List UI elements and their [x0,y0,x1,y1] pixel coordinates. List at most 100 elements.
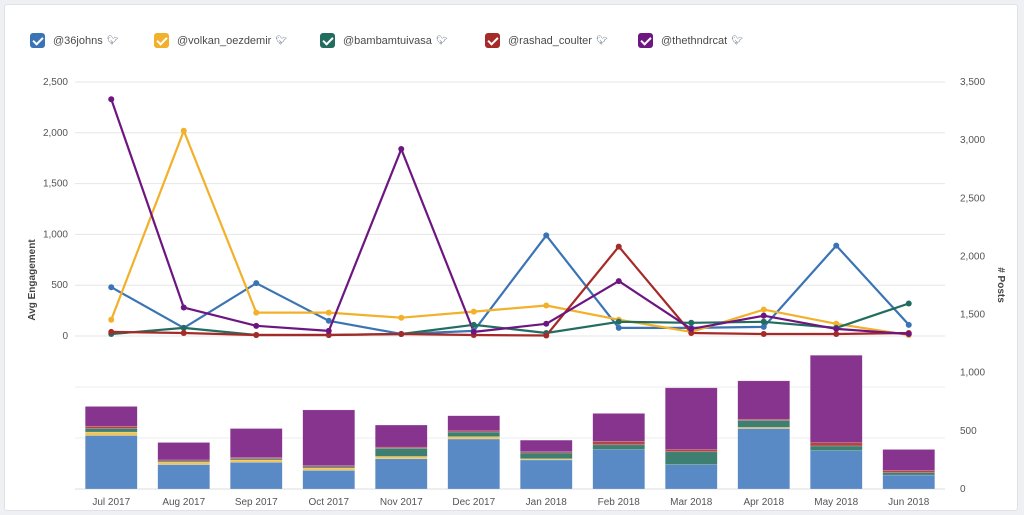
data-point [760,318,767,325]
y-tick-label: 1,500 [43,179,68,190]
legend-label: @rashad_coulter [508,34,592,47]
bar-segment [737,380,790,420]
data-point [543,332,550,339]
x-tick-label: May 2018 [814,497,858,508]
bar-segment [230,462,283,490]
data-point [325,317,332,324]
bar-segment [157,464,210,490]
series-line [110,98,909,336]
series-line [110,129,909,337]
y2-tick-label: 3,500 [960,77,985,88]
twitter-bird-icon: 🐦︎ [106,35,119,45]
data-point [543,320,550,327]
bar-segment [230,458,283,461]
x-tick-label: Nov 2017 [380,497,423,508]
bar-segment [157,442,210,461]
checkbox-icon[interactable] [154,33,169,48]
bar-segment [810,442,863,447]
data-point [543,232,550,239]
data-point [615,243,622,250]
bar-segment [665,451,718,465]
data-point [108,316,115,323]
bar-segment [665,387,718,450]
series-line [111,245,909,337]
y2-tick-label: 3,000 [960,135,985,146]
x-tick-label: Jul 2017 [92,497,130,508]
bar-segment [375,456,428,460]
legend-item[interactable]: @rashad_coulter 🐦︎ [485,33,607,48]
data-point [180,324,187,331]
legend-item[interactable]: @bambamtuivasa 🐦︎ [320,33,447,48]
bar-segment [882,449,935,471]
bar-segment [302,467,355,471]
bar-segment [882,474,935,490]
y2-tick-label: 500 [960,426,977,437]
data-point [398,146,405,153]
bar-segment [447,415,500,432]
bar-segment [375,458,428,490]
bar-segment [85,428,138,433]
bar-segment [447,431,500,437]
bar-segment [230,459,283,463]
data-point [905,321,912,328]
y-tick-label: 0 [62,331,68,342]
legend-item[interactable]: @36johns 🐦︎ [30,33,118,48]
x-tick-label: Dec 2017 [452,497,495,508]
bar-segment [592,449,645,490]
bar-segment [592,444,645,450]
bar-segment [302,409,355,466]
checkbox-icon[interactable] [638,33,653,48]
legend-item[interactable]: @volkan_oezdemir 🐦︎ [154,33,287,48]
data-point [688,319,695,326]
data-point [615,318,622,325]
checkbox-icon[interactable] [30,33,45,48]
data-point [253,322,260,329]
data-point [760,306,767,313]
twitter-bird-icon: 🐦︎ [731,35,743,45]
bar-segment [882,470,935,473]
x-tick-label: Feb 2018 [598,497,641,508]
data-point [905,300,912,307]
bar-segment [665,449,718,453]
legend-item[interactable]: @thethndrcat 🐦︎ [638,33,743,48]
y2-tick-label: 0 [960,484,966,495]
y-tick-label: 2,000 [43,128,68,139]
bar-segment [520,439,573,453]
bar-segment [302,470,355,490]
x-tick-label: Jun 2018 [888,497,930,508]
data-point [543,302,550,309]
twitter-bird-icon: 🐦︎ [275,35,287,45]
data-point [253,280,260,287]
legend-label: @thethndrcat [661,34,728,47]
y-tick-label: 1,000 [43,229,68,240]
y2-tick-label: 2,500 [960,193,985,204]
data-point [760,330,767,337]
y2-tick-label: 1,500 [960,310,985,321]
data-point [470,308,477,315]
data-point [325,327,332,334]
bar-segment [85,435,138,490]
checkbox-icon[interactable] [320,33,335,48]
bar-segment [85,431,138,436]
x-tick-label: Sep 2017 [235,497,278,508]
data-point [833,330,840,337]
twitter-bird-icon: 🐦︎ [595,35,608,45]
data-point [470,321,477,328]
y-axis-title: Avg Engagement [27,239,38,321]
data-point [108,328,115,335]
bar-segment [447,436,500,440]
legend-label: @bambamtuivasa [343,34,432,47]
y2-axis-title: # Posts [995,267,1006,303]
bar-segment [157,462,210,465]
data-point [253,309,260,316]
data-point [180,127,187,134]
bar-segment [375,448,428,457]
bar-segment [810,355,863,443]
checkbox-icon[interactable] [485,33,500,48]
bar-segment [810,445,863,451]
data-point [325,309,332,316]
data-point [108,96,115,103]
data-point [470,328,477,335]
x-tick-label: Aug 2017 [162,497,205,508]
